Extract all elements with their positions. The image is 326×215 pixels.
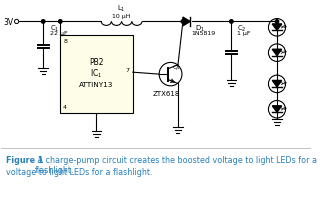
Text: 1N5819: 1N5819: [191, 31, 216, 36]
Text: ATTINY13: ATTINY13: [79, 82, 113, 88]
Text: Figure 1: Figure 1: [6, 156, 43, 165]
Circle shape: [59, 20, 62, 23]
Text: 1 μF: 1 μF: [237, 31, 251, 36]
Text: 8: 8: [63, 39, 67, 44]
Polygon shape: [183, 17, 190, 26]
Text: L$_1$: L$_1$: [117, 3, 126, 14]
Text: PB2: PB2: [89, 58, 104, 67]
FancyBboxPatch shape: [60, 35, 133, 113]
Text: 4: 4: [63, 105, 67, 110]
Polygon shape: [272, 24, 282, 30]
Text: IC$_1$: IC$_1$: [90, 68, 103, 80]
Text: D$_1$: D$_1$: [195, 23, 205, 34]
Text: ZTX618: ZTX618: [153, 91, 180, 97]
Circle shape: [181, 20, 185, 23]
Text: 3V: 3V: [3, 18, 13, 27]
Text: 22 μF: 22 μF: [50, 31, 67, 36]
Circle shape: [41, 20, 45, 23]
Circle shape: [230, 20, 233, 23]
Text: voltage to light LEDs for a flashlight.: voltage to light LEDs for a flashlight.: [6, 168, 153, 177]
Text: 7: 7: [126, 68, 130, 73]
Text: A charge-pump circuit creates the boosted voltage to light LEDs for a flashlight: A charge-pump circuit creates the booste…: [35, 156, 317, 175]
Polygon shape: [272, 80, 282, 87]
Text: Q$_1$: Q$_1$: [172, 63, 182, 72]
Text: C$_2$: C$_2$: [237, 23, 247, 34]
Circle shape: [275, 20, 279, 23]
Polygon shape: [272, 106, 282, 112]
Text: 10 μH: 10 μH: [112, 14, 131, 20]
Polygon shape: [272, 49, 282, 56]
Text: C$_1$: C$_1$: [50, 23, 59, 34]
